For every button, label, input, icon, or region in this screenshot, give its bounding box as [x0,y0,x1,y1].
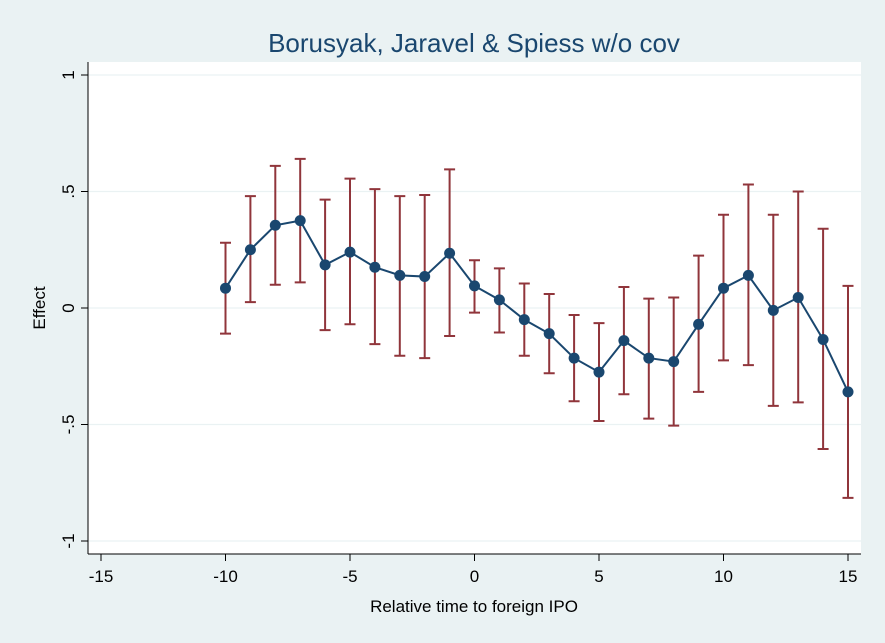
point-21 [742,269,754,281]
point-3 [294,215,306,227]
x-tick-label-6: 15 [839,567,858,586]
point-12 [518,314,530,326]
point-0 [220,282,231,294]
point-24 [817,333,829,345]
y-tick-label-0: -1 [59,533,78,548]
x-tick-label-4: 5 [594,567,603,586]
point-11 [493,294,505,306]
axes: -1 -.5 0 .5 1 -15 -10 -5 0 5 10 15 [59,62,861,586]
point-20 [718,282,729,294]
point-9 [444,247,456,259]
point-25 [842,386,854,398]
point-10 [469,280,480,292]
x-axis-title: Relative time to foreign IPO [370,597,578,616]
x-tick-label-5: 10 [714,567,733,586]
y-tick-label-1: -.5 [59,415,78,435]
point-2 [269,219,281,231]
chart-title: Borusyak, Jaravel & Spiess w/o cov [268,28,680,58]
y-axis-title: Effect [30,286,49,329]
point-estimates [220,215,854,398]
y-tick-label-4: 1 [59,70,78,79]
point-4 [319,259,331,271]
point-22 [767,304,779,316]
x-tick-label-3: 0 [470,567,479,586]
point-15 [593,366,605,378]
point-18 [668,356,680,368]
x-tick-label-1: -10 [213,567,238,586]
point-14 [568,352,580,364]
point-16 [618,335,630,347]
point-8 [419,271,431,283]
y-tick-label-3: .5 [59,184,78,198]
point-5 [344,246,356,258]
point-19 [693,318,705,330]
point-13 [543,328,555,340]
x-tick-label-0: -15 [89,567,114,586]
point-6 [369,261,381,273]
y-tick-label-2: 0 [59,303,78,312]
point-23 [792,292,804,304]
x-tick-label-2: -5 [342,567,357,586]
point-17 [643,352,655,364]
point-7 [394,269,406,281]
point-1 [244,244,256,256]
